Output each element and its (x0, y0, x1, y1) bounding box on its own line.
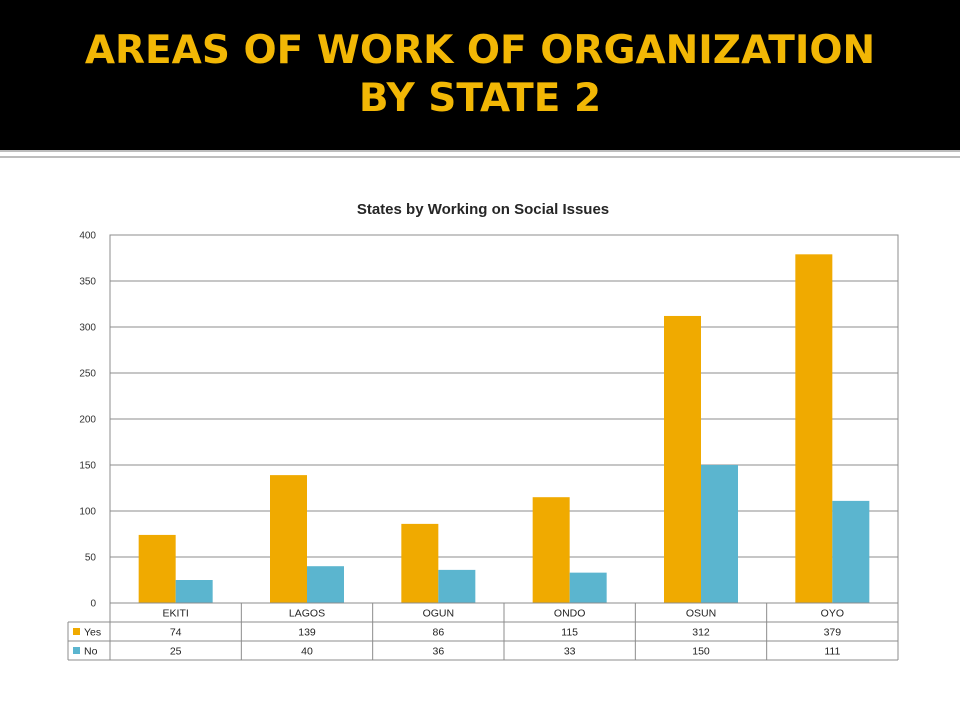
y-tick-label: 250 (79, 369, 96, 380)
data-label: 86 (432, 627, 444, 639)
y-tick-label: 200 (79, 415, 96, 426)
bar-no-ekiti (175, 580, 213, 603)
legend-label: Yes (84, 627, 101, 639)
y-tick-label: 0 (90, 599, 96, 610)
data-label: 36 (432, 646, 444, 658)
x-tick-label: LAGOS (289, 608, 325, 620)
data-label: 25 (170, 646, 182, 658)
y-axis-ticks: 0 50 100 150 200 250 300 350 400 (79, 231, 96, 610)
bar-no-ogun (438, 569, 476, 603)
y-tick-label: 50 (85, 553, 97, 564)
x-tick-label: OYO (821, 608, 844, 620)
y-tick-label: 300 (79, 323, 96, 334)
data-label: 33 (564, 646, 576, 658)
data-table: EKITI LAGOS OGUN ONDO OSUN OYO Yes 74 139 86 115 31… (67, 602, 899, 661)
bar-no-ondo (569, 572, 607, 603)
data-label: 379 (824, 627, 842, 639)
bar-yes-osun (664, 315, 701, 603)
data-label: 150 (692, 646, 710, 658)
bar-no-oyo (832, 500, 870, 603)
x-tick-label: OSUN (686, 608, 716, 620)
data-label: 312 (692, 627, 710, 639)
x-tick-label: EKITI (163, 608, 189, 620)
x-tick-label: ONDO (554, 608, 586, 620)
bar-no-lagos (307, 566, 344, 603)
data-label: 40 (301, 646, 313, 658)
y-tick-label: 400 (79, 231, 96, 242)
bar-yes-lagos (270, 475, 307, 603)
bar-yes-ekiti (138, 534, 176, 603)
chart-title: States by Working on Social Issues (357, 201, 609, 218)
y-tick-label: 150 (79, 461, 96, 472)
legend-key-yes (73, 628, 80, 635)
data-label: 115 (561, 627, 578, 639)
slide-title: AREAS OF WORK OF ORGANIZATION BY STATE 2 (84, 28, 876, 121)
y-tick-label: 100 (79, 507, 96, 518)
bar-no-osun (701, 465, 738, 603)
bars (138, 254, 870, 603)
bar-yes-ondo (532, 497, 570, 603)
data-label: 111 (824, 646, 840, 658)
title-banner: AREAS OF WORK OF ORGANIZATION BY STATE 2 (0, 0, 960, 150)
bar-yes-ogun (401, 523, 439, 603)
legend-label: No (84, 646, 98, 658)
title-divider (0, 150, 960, 158)
y-tick-label: 350 (79, 277, 96, 288)
x-tick-label: OGUN (423, 608, 455, 620)
data-label: 139 (298, 627, 316, 639)
data-label: 74 (170, 627, 182, 639)
gridlines (109, 234, 899, 604)
bar-yes-oyo (795, 254, 833, 603)
legend-key-no (73, 647, 80, 654)
